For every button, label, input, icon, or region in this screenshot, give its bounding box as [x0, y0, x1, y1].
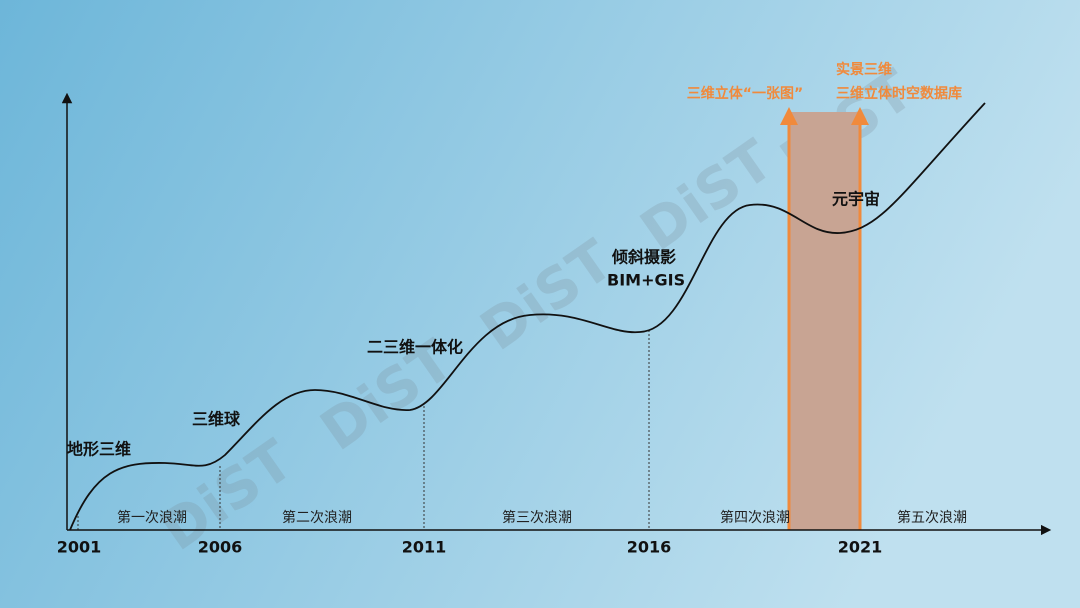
- milestone-label: 元宇宙: [832, 190, 880, 209]
- year-label: 2006: [198, 538, 243, 557]
- milestone-label: BIM+GIS: [607, 271, 685, 290]
- wave-label: 第五次浪潮: [897, 509, 967, 526]
- wave-label: 第四次浪潮: [720, 509, 790, 526]
- milestone-label: 二三维一体化: [367, 338, 463, 357]
- milestone-label: 地形三维: [67, 440, 131, 459]
- highlight-band: [789, 112, 860, 530]
- highlight-label: 三维立体时空数据库: [836, 85, 962, 102]
- dividers: [77, 330, 650, 530]
- trend-curve: [69, 102, 986, 531]
- wave-label: 第二次浪潮: [282, 509, 352, 526]
- year-label: 2021: [838, 538, 883, 557]
- milestone-label: 三维球: [192, 410, 241, 429]
- highlight-label: 实景三维: [836, 61, 892, 78]
- milestone-label: 倾斜摄影: [611, 248, 676, 267]
- highlight-label: 三维立体“一张图”: [687, 85, 803, 102]
- year-label: 2001: [57, 538, 102, 557]
- year-label: 2016: [627, 538, 672, 557]
- year-label: 2011: [402, 538, 447, 557]
- wave-label: 第三次浪潮: [502, 509, 572, 526]
- wave-label: 第一次浪潮: [117, 509, 187, 526]
